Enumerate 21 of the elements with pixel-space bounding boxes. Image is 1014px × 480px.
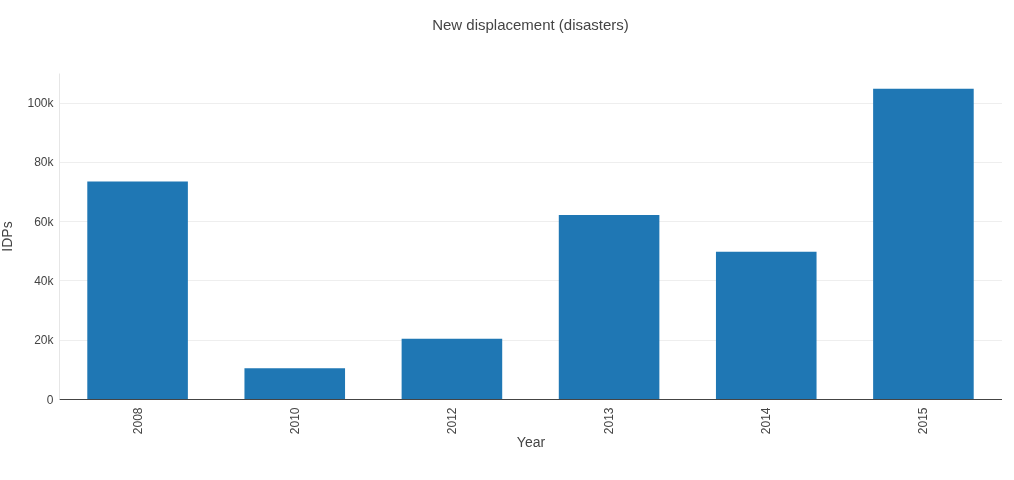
x-tick-label: 2014 [759,407,774,435]
bar [244,368,346,399]
bar [715,251,817,399]
x-tick-label: 2015 [916,407,931,435]
x-axis-title: Year [516,434,546,451]
y-tick-label: 100k [27,96,55,111]
y-tick-label: 0 [46,392,54,407]
y-tick-label: 60k [34,214,55,229]
x-tick-label: 2008 [130,407,145,435]
bar [873,88,974,399]
bar [87,181,188,399]
y-tick-label: 40k [34,273,55,288]
x-tick-label: 2010 [287,407,302,435]
bar [558,214,660,399]
x-tick-label: 2012 [444,407,459,435]
y-axis-title: IDPs [0,221,16,252]
y-tick-label: 20k [34,333,55,348]
chart-title: New displacement (disasters) [432,16,629,33]
bar [401,338,503,399]
x-tick-label: 2013 [602,407,617,435]
y-tick-label: 80k [34,155,55,170]
